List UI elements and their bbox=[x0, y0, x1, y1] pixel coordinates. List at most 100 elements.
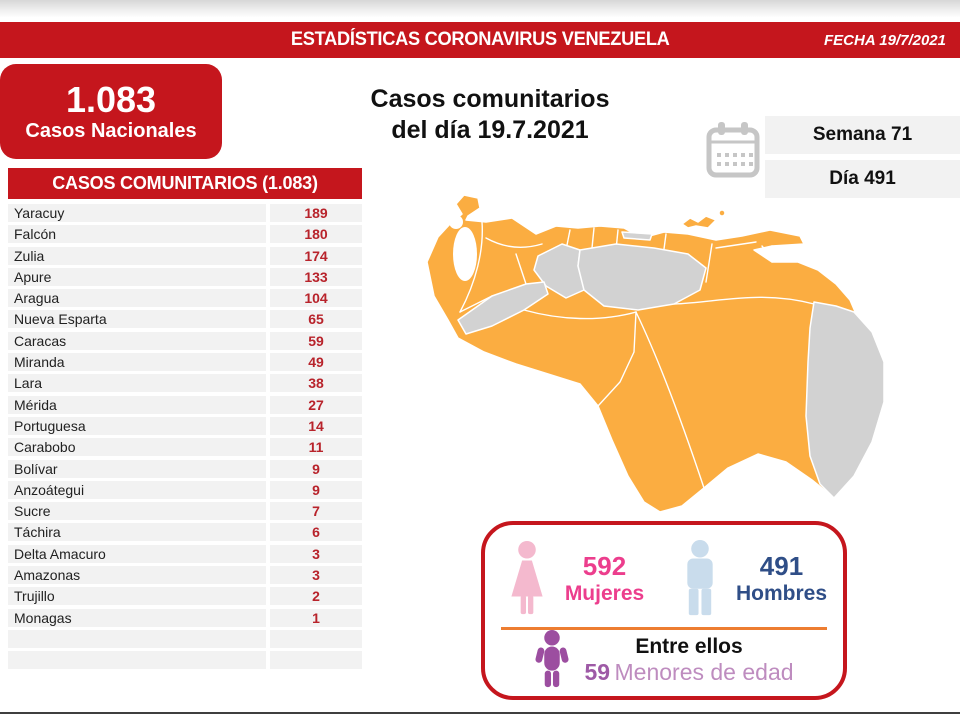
table-row: Táchira 6 bbox=[8, 523, 362, 542]
state-name-cell: Apure bbox=[8, 267, 266, 286]
cases-table-body: Yaracuy 189 Falcón 180 Zulia 174 Apure 133 Aragu… bbox=[8, 204, 362, 673]
venezuela-map bbox=[426, 194, 885, 513]
women-count: 592 bbox=[582, 550, 627, 581]
state-name-cell bbox=[8, 629, 266, 648]
table-row: Caracas 59 bbox=[8, 331, 362, 350]
national-cases-box: 1.083 Casos Nacionales bbox=[0, 64, 222, 159]
state-name-cell: Lara bbox=[8, 374, 266, 393]
table-row bbox=[8, 629, 362, 648]
men-count: 491 bbox=[759, 550, 804, 581]
men-label: Hombres bbox=[735, 581, 828, 605]
table-row: Yaracuy 189 bbox=[8, 204, 362, 222]
state-cases-cell: 6 bbox=[270, 523, 362, 542]
table-row: Apure 133 bbox=[8, 267, 362, 286]
table-row: Nueva Esparta 65 bbox=[8, 310, 362, 329]
gender-stats-box: 592 Mujeres 491 Hombres bbox=[481, 521, 847, 700]
cases-table-header: CASOS COMUNITARIOS (1.083) bbox=[8, 168, 362, 199]
gulf-of-venezuela bbox=[449, 215, 463, 229]
table-row: Bolívar 9 bbox=[8, 459, 362, 478]
gray-state-vargas bbox=[621, 231, 653, 241]
state-name-cell: Anzoátegui bbox=[8, 480, 266, 499]
table-row: Lara 38 bbox=[8, 374, 362, 393]
state-name-cell: Carabobo bbox=[8, 438, 266, 457]
minors-intro: Entre ellos bbox=[635, 634, 743, 658]
table-row: Delta Amacuro 3 bbox=[8, 544, 362, 563]
divider-line bbox=[501, 627, 827, 630]
day-label: Día 491 bbox=[829, 168, 896, 189]
state-name-cell: Yaracuy bbox=[8, 204, 266, 222]
state-name-cell: Caracas bbox=[8, 331, 266, 350]
state-cases-cell: 1 bbox=[270, 608, 362, 627]
state-name-cell: Sucre bbox=[8, 502, 266, 521]
banner-date: FECHA 19/7/2021 bbox=[823, 31, 946, 49]
state-cases-cell: 38 bbox=[270, 374, 362, 393]
minors-count: 59 bbox=[584, 658, 611, 685]
page-title: Casos comunitarios del día 19.7.2021 bbox=[320, 84, 660, 146]
women-stat: 592 Mujeres bbox=[485, 533, 664, 625]
gray-region-esequibo bbox=[805, 301, 885, 499]
state-name-cell: Monagas bbox=[8, 608, 266, 627]
margarita-island bbox=[681, 215, 717, 229]
state-cases-cell: 14 bbox=[270, 416, 362, 435]
woman-icon bbox=[511, 540, 543, 615]
week-badge: Semana 71 bbox=[765, 116, 960, 154]
gender-row: 592 Mujeres 491 Hombres bbox=[485, 533, 843, 625]
state-name-cell: Nueva Esparta bbox=[8, 310, 266, 329]
header-banner: ESTADÍSTICAS CORONAVIRUS VENEZUELA FECHA… bbox=[0, 22, 960, 58]
day-badge: Día 491 bbox=[765, 160, 960, 198]
state-cases-cell: 9 bbox=[270, 459, 362, 478]
table-row: Aragua 104 bbox=[8, 289, 362, 308]
state-name-cell: Táchira bbox=[8, 523, 266, 542]
state-cases-cell bbox=[270, 629, 362, 648]
gray-state-barinas bbox=[457, 281, 549, 335]
small-island bbox=[718, 209, 726, 217]
states-without-cases bbox=[457, 231, 885, 499]
gray-state-guarico bbox=[577, 243, 707, 311]
table-row: Sucre 7 bbox=[8, 502, 362, 521]
table-row: Zulia 174 bbox=[8, 246, 362, 265]
table-row: Trujillo 2 bbox=[8, 587, 362, 606]
table-row: Carabobo 11 bbox=[8, 438, 362, 457]
lake-maracaibo bbox=[453, 227, 477, 281]
minors-label: Menores de edad bbox=[614, 658, 794, 685]
state-cases-cell: 189 bbox=[270, 204, 362, 222]
child-icon bbox=[535, 630, 570, 688]
state-cases-cell bbox=[270, 651, 362, 670]
state-name-cell: Delta Amacuro bbox=[8, 544, 266, 563]
state-cases-cell: 3 bbox=[270, 544, 362, 563]
bottom-rule bbox=[0, 712, 960, 714]
table-row: Falcón 180 bbox=[8, 225, 362, 244]
week-label: Semana 71 bbox=[812, 124, 913, 145]
state-cases-cell: 2 bbox=[270, 587, 362, 606]
women-label: Mujeres bbox=[564, 581, 645, 605]
table-row: Mérida 27 bbox=[8, 395, 362, 414]
table-row: Anzoátegui 9 bbox=[8, 480, 362, 499]
state-name-cell bbox=[8, 651, 266, 670]
banner-title: ESTADÍSTICAS CORONAVIRUS VENEZUELA bbox=[290, 29, 670, 50]
men-stat: 491 Hombres bbox=[664, 533, 843, 625]
page-title-line1: Casos comunitarios bbox=[370, 85, 610, 113]
state-cases-cell: 7 bbox=[270, 502, 362, 521]
state-name-cell: Amazonas bbox=[8, 566, 266, 585]
state-name-cell: Miranda bbox=[8, 353, 266, 372]
national-cases-label: Casos Nacionales bbox=[25, 120, 197, 142]
state-name-cell: Mérida bbox=[8, 395, 266, 414]
table-row: Miranda 49 bbox=[8, 353, 362, 372]
state-cases-cell: 3 bbox=[270, 566, 362, 585]
state-cases-cell: 174 bbox=[270, 246, 362, 265]
man-icon bbox=[687, 540, 713, 616]
calendar-icon bbox=[706, 122, 760, 178]
state-name-cell: Portuguesa bbox=[8, 416, 266, 435]
state-cases-cell: 9 bbox=[270, 480, 362, 499]
state-cases-cell: 133 bbox=[270, 267, 362, 286]
table-row: Portuguesa 14 bbox=[8, 416, 362, 435]
state-cases-cell: 11 bbox=[270, 438, 362, 457]
state-cases-cell: 59 bbox=[270, 331, 362, 350]
table-row: Amazonas 3 bbox=[8, 566, 362, 585]
state-name-cell: Bolívar bbox=[8, 459, 266, 478]
state-name-cell: Falcón bbox=[8, 225, 266, 244]
table-row: Monagas 1 bbox=[8, 608, 362, 627]
minors-stat: Entre ellos 59 Menores de edad bbox=[485, 630, 843, 696]
state-name-cell: Trujillo bbox=[8, 587, 266, 606]
